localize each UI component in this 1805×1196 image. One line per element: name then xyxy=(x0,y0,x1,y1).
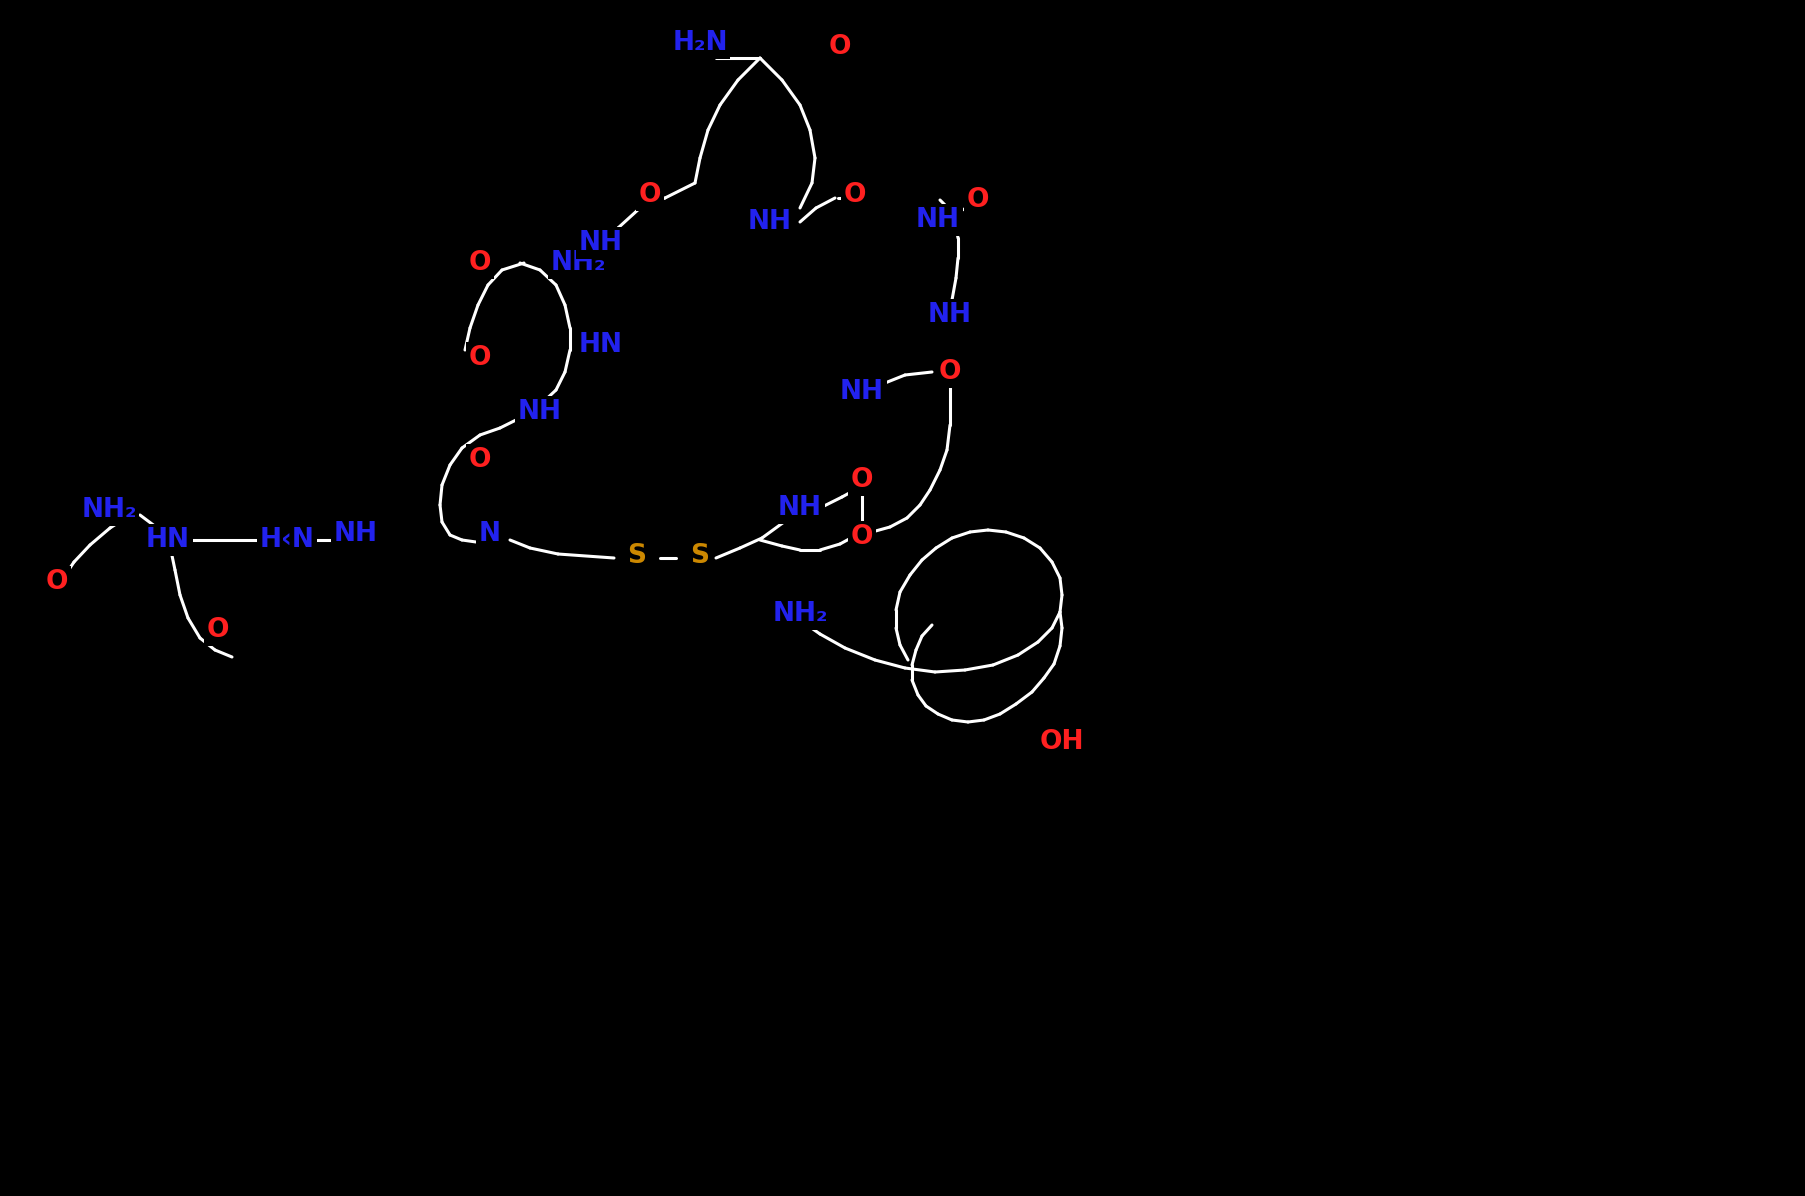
Text: NH: NH xyxy=(839,379,884,405)
Text: O: O xyxy=(469,447,491,472)
Text: H₂N: H₂N xyxy=(671,30,727,56)
Text: HN: HN xyxy=(579,332,623,358)
Text: HN: HN xyxy=(146,527,190,553)
Text: O: O xyxy=(639,182,661,208)
Text: O: O xyxy=(967,187,989,213)
Text: S: S xyxy=(691,543,709,569)
Text: NH: NH xyxy=(579,230,623,256)
Text: NH: NH xyxy=(334,521,377,547)
Text: S: S xyxy=(628,543,646,569)
Text: O: O xyxy=(850,466,874,493)
Text: O: O xyxy=(208,617,229,643)
Text: NH: NH xyxy=(747,209,792,234)
Text: NH₂: NH₂ xyxy=(551,250,606,276)
Text: O: O xyxy=(469,250,491,276)
Text: O: O xyxy=(45,569,69,594)
Text: NH₂: NH₂ xyxy=(773,602,828,627)
Text: NH: NH xyxy=(778,495,821,521)
Text: N: N xyxy=(478,521,502,547)
Text: NH₂: NH₂ xyxy=(81,498,137,523)
Text: O: O xyxy=(850,524,874,550)
Text: NH: NH xyxy=(928,303,973,328)
Text: NH: NH xyxy=(518,399,561,425)
Text: O: O xyxy=(469,344,491,371)
Text: OH: OH xyxy=(1040,730,1085,755)
Text: O: O xyxy=(828,33,852,60)
Text: O: O xyxy=(843,182,866,208)
Text: O: O xyxy=(939,359,962,385)
Text: H‹N: H‹N xyxy=(260,527,314,553)
Text: NH: NH xyxy=(915,207,960,233)
